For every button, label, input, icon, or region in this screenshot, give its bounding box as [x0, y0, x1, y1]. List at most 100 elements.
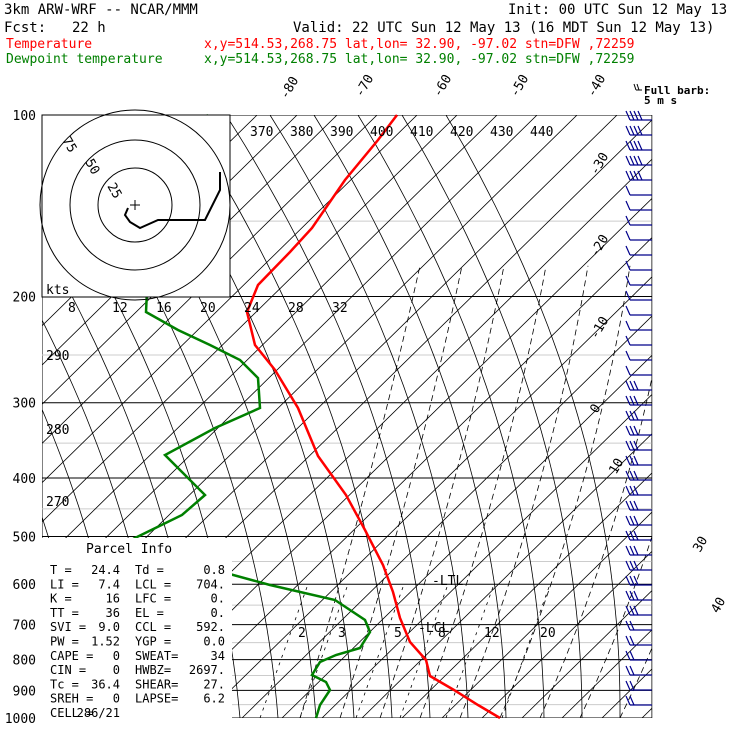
wind-barb-37	[625, 665, 652, 676]
wind-barb-flag-20-1	[629, 410, 635, 421]
hodograph-units: kts	[46, 283, 69, 298]
dry-adiabat-19	[357, 115, 545, 718]
theta-label-370: 370	[250, 125, 273, 140]
temp-tick--60: -60	[430, 72, 455, 100]
theta-label-280: 280	[46, 423, 69, 438]
wind-barb-flag-1-1	[629, 125, 635, 136]
wind-barb-flag-21-1	[629, 425, 635, 436]
wind-barb-flag-37-1	[629, 665, 635, 676]
wind-barb-flag-0-1	[629, 110, 635, 121]
wind-barb-2	[625, 140, 652, 151]
wind-barb-5	[625, 185, 652, 196]
temperature-legend-info: x,y=514.53,268.75 lat,lon= 32.90, -97.02…	[204, 37, 634, 52]
wind-barb-flag-4-2	[633, 170, 639, 181]
wind-barb-flag-5-0	[625, 185, 631, 196]
forecast-hour: 22 h	[72, 20, 106, 36]
wind-barb-flag-1-0	[625, 125, 631, 136]
wind-barb-flag-19-1	[629, 395, 635, 406]
wind-barb-flag-26-2	[633, 500, 639, 511]
wind-barb-flag-16-0	[625, 350, 631, 361]
parcel-cell-5-2: YGP =	[135, 635, 171, 649]
moist-adiabat-6	[539, 375, 652, 718]
isotherm-17	[722, 115, 740, 718]
dry-adiabat-16	[225, 115, 431, 718]
mixing-ratio-label-3: 3	[338, 626, 346, 641]
wind-barb-flag-36-0	[625, 650, 631, 661]
parcel-cell-5-1: 1.52	[91, 635, 120, 649]
theta-label-400: 400	[370, 125, 393, 140]
theta-label-290: 290	[46, 349, 69, 364]
wind-barb-flag-22-1	[629, 440, 635, 451]
wind-barb-11	[625, 275, 652, 286]
parcel-cell-10-0: CELL =	[50, 706, 93, 720]
wind-barb-34	[625, 620, 652, 631]
wind-barb-flag-32-0	[625, 590, 631, 601]
wind-barb-flag-3-3	[637, 155, 643, 166]
wind-barb-flag-22-0	[625, 440, 631, 451]
dry-adiabat-5	[0, 115, 12, 718]
parcel-cell-1-0: LI =	[50, 577, 79, 591]
isotherm-13	[561, 629, 652, 718]
wind-barb-flag-24-1	[629, 470, 635, 481]
wind-barb-flag-34-0	[625, 620, 631, 631]
wind-barb-flag-31-2	[633, 575, 639, 586]
speed-label-28: 28	[288, 301, 304, 316]
speed-label-32: 32	[332, 301, 348, 316]
isotherm-7	[321, 393, 652, 718]
parcel-cell-1-2: LCL =	[135, 577, 171, 591]
wind-barb-29	[625, 545, 652, 556]
wind-barb-flag-25-2	[633, 485, 639, 496]
wind-barb-flag-1-3	[637, 125, 643, 136]
wind-barb-flag-30-0	[625, 560, 631, 571]
theta-label-390: 390	[330, 125, 353, 140]
pressure-label-800: 800	[13, 654, 36, 669]
parcel-cell-2-2: LFC =	[135, 592, 171, 606]
isotherm--8	[42, 115, 338, 405]
hodograph-ring-0	[39, 109, 231, 301]
wind-barb-flag-23-0	[625, 455, 631, 466]
wind-barb-flag-11-0	[625, 275, 631, 286]
wind-barb-6	[625, 200, 652, 211]
pressure-label-900: 900	[13, 684, 36, 699]
hodograph-ring-2	[97, 167, 173, 243]
wind-barb-flag-0-0	[625, 110, 631, 121]
isotherm--5	[42, 115, 458, 523]
temp-tick--10: -10	[587, 314, 612, 342]
wind-barb-3	[625, 155, 652, 166]
wind-barb-flag-3-2	[633, 155, 639, 166]
temp-tick--40: -40	[584, 72, 609, 100]
parcel-cell-2-1: 16	[106, 592, 120, 606]
wind-barb-flag-24-0	[625, 470, 631, 481]
parcel-cell-3-3: 0.	[211, 606, 225, 620]
mixing-ratio-label-8: 8	[438, 626, 446, 641]
moist-adiabat-7	[579, 535, 652, 718]
parcel-cell-9-2: LAPSE=	[135, 692, 178, 706]
isotherm--3	[42, 115, 538, 601]
parcel-cell-3-0: TT =	[50, 606, 79, 620]
parcel-title: Parcel Info	[86, 542, 172, 557]
isotherm-3	[161, 237, 652, 718]
moist-adiabat-2	[379, 265, 505, 718]
parcel-cell-8-1: 36.4	[91, 677, 120, 691]
temp-tick--70: -70	[352, 72, 377, 100]
parcel-cell-3-2: EL =	[135, 606, 164, 620]
hodograph-ring-label-50: 50	[82, 157, 103, 178]
wind-barb-flag-39-1	[629, 695, 635, 706]
wind-barb-flag-38-0	[625, 680, 631, 691]
wind-barb-0	[625, 110, 652, 121]
mixing-ratio-label-5: 5	[394, 626, 402, 641]
wind-barb-flag-20-2	[633, 410, 639, 421]
wind-barb-flag-24-2	[633, 470, 639, 481]
parcel-cell-2-3: 0.	[211, 592, 225, 606]
parcel-cell-7-0: CIN =	[50, 663, 86, 677]
wind-barb-14	[625, 320, 652, 331]
parcel-cell-6-1: 0	[113, 649, 120, 663]
isotherm--4	[42, 115, 498, 562]
wind-barb-flag-13-0	[625, 305, 631, 316]
forecast-label: Fcst:	[4, 20, 46, 36]
wind-barb-24	[625, 470, 652, 481]
parcel-cell-6-0: CAPE =	[50, 649, 93, 663]
wind-barb-flag-38-1	[629, 680, 635, 691]
theta-label-380: 380	[290, 125, 313, 140]
parcel-cell-0-2: Td =	[135, 563, 164, 577]
